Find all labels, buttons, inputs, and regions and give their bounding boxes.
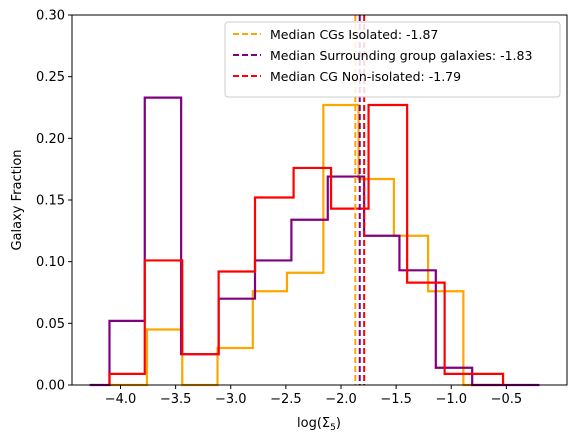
legend-label-non-isolated: Median CG Non-isolated: -1.79 <box>270 69 461 84</box>
x-tick-label: −1.5 <box>380 392 412 407</box>
y-tick-label: 0.05 <box>36 317 65 332</box>
y-tick-label: 0.10 <box>36 255 65 270</box>
y-tick-label: 0.20 <box>36 132 65 147</box>
series-layer <box>89 96 540 387</box>
histogram-series-surrounding-group-galaxies <box>89 96 540 387</box>
x-tick-label: −1.0 <box>435 392 467 407</box>
x-tick-label: −0.5 <box>491 392 523 407</box>
y-tick-label: 0.15 <box>36 194 65 209</box>
y-tick-label: 0.25 <box>36 70 65 85</box>
legend-label-surrounding: Median Surrounding group galaxies: -1.83 <box>270 48 532 63</box>
tick-layer: −4.0 −3.5 −3.0 −2.5 −2.0 −1.5 −1.0 −0.5 0.00 0.05… <box>36 9 522 408</box>
median-lines-layer <box>354 15 366 385</box>
x-tick-label: −2.5 <box>270 392 302 407</box>
legend: Median CGs Isolated: -1.87 Median Surrou… <box>224 21 561 98</box>
histogram-series-cg-non-isolated <box>108 103 505 385</box>
legend-box <box>224 21 561 98</box>
x-tick-label: −2.0 <box>325 392 357 407</box>
x-tick-label: −3.0 <box>215 392 247 407</box>
y-tick-label: 0.00 <box>36 379 65 394</box>
legend-label-isolated: Median CGs Isolated: -1.87 <box>270 27 438 42</box>
x-axis-label: log(Σ5) <box>297 416 341 433</box>
x-tick-label: −3.5 <box>160 392 192 407</box>
x-tick-label: −4.0 <box>105 392 137 407</box>
y-tick-label: 0.30 <box>36 9 65 24</box>
histogram-series-cgs-isolated <box>110 103 499 387</box>
y-axis-label: Galaxy Fraction <box>10 149 25 250</box>
